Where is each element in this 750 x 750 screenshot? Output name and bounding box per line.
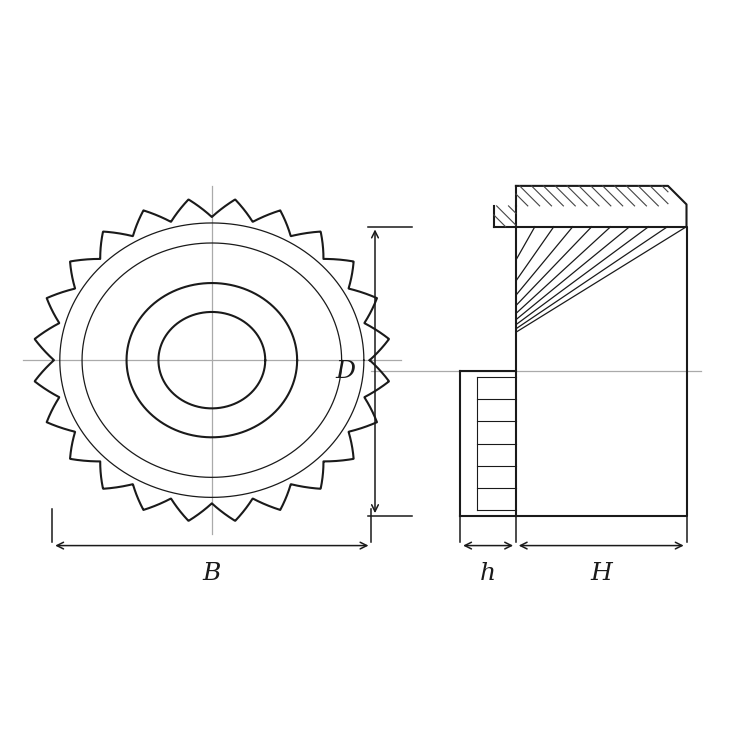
Text: B: B bbox=[202, 562, 221, 585]
Text: H: H bbox=[590, 562, 612, 585]
Text: h: h bbox=[480, 562, 496, 585]
Text: D: D bbox=[335, 360, 356, 382]
